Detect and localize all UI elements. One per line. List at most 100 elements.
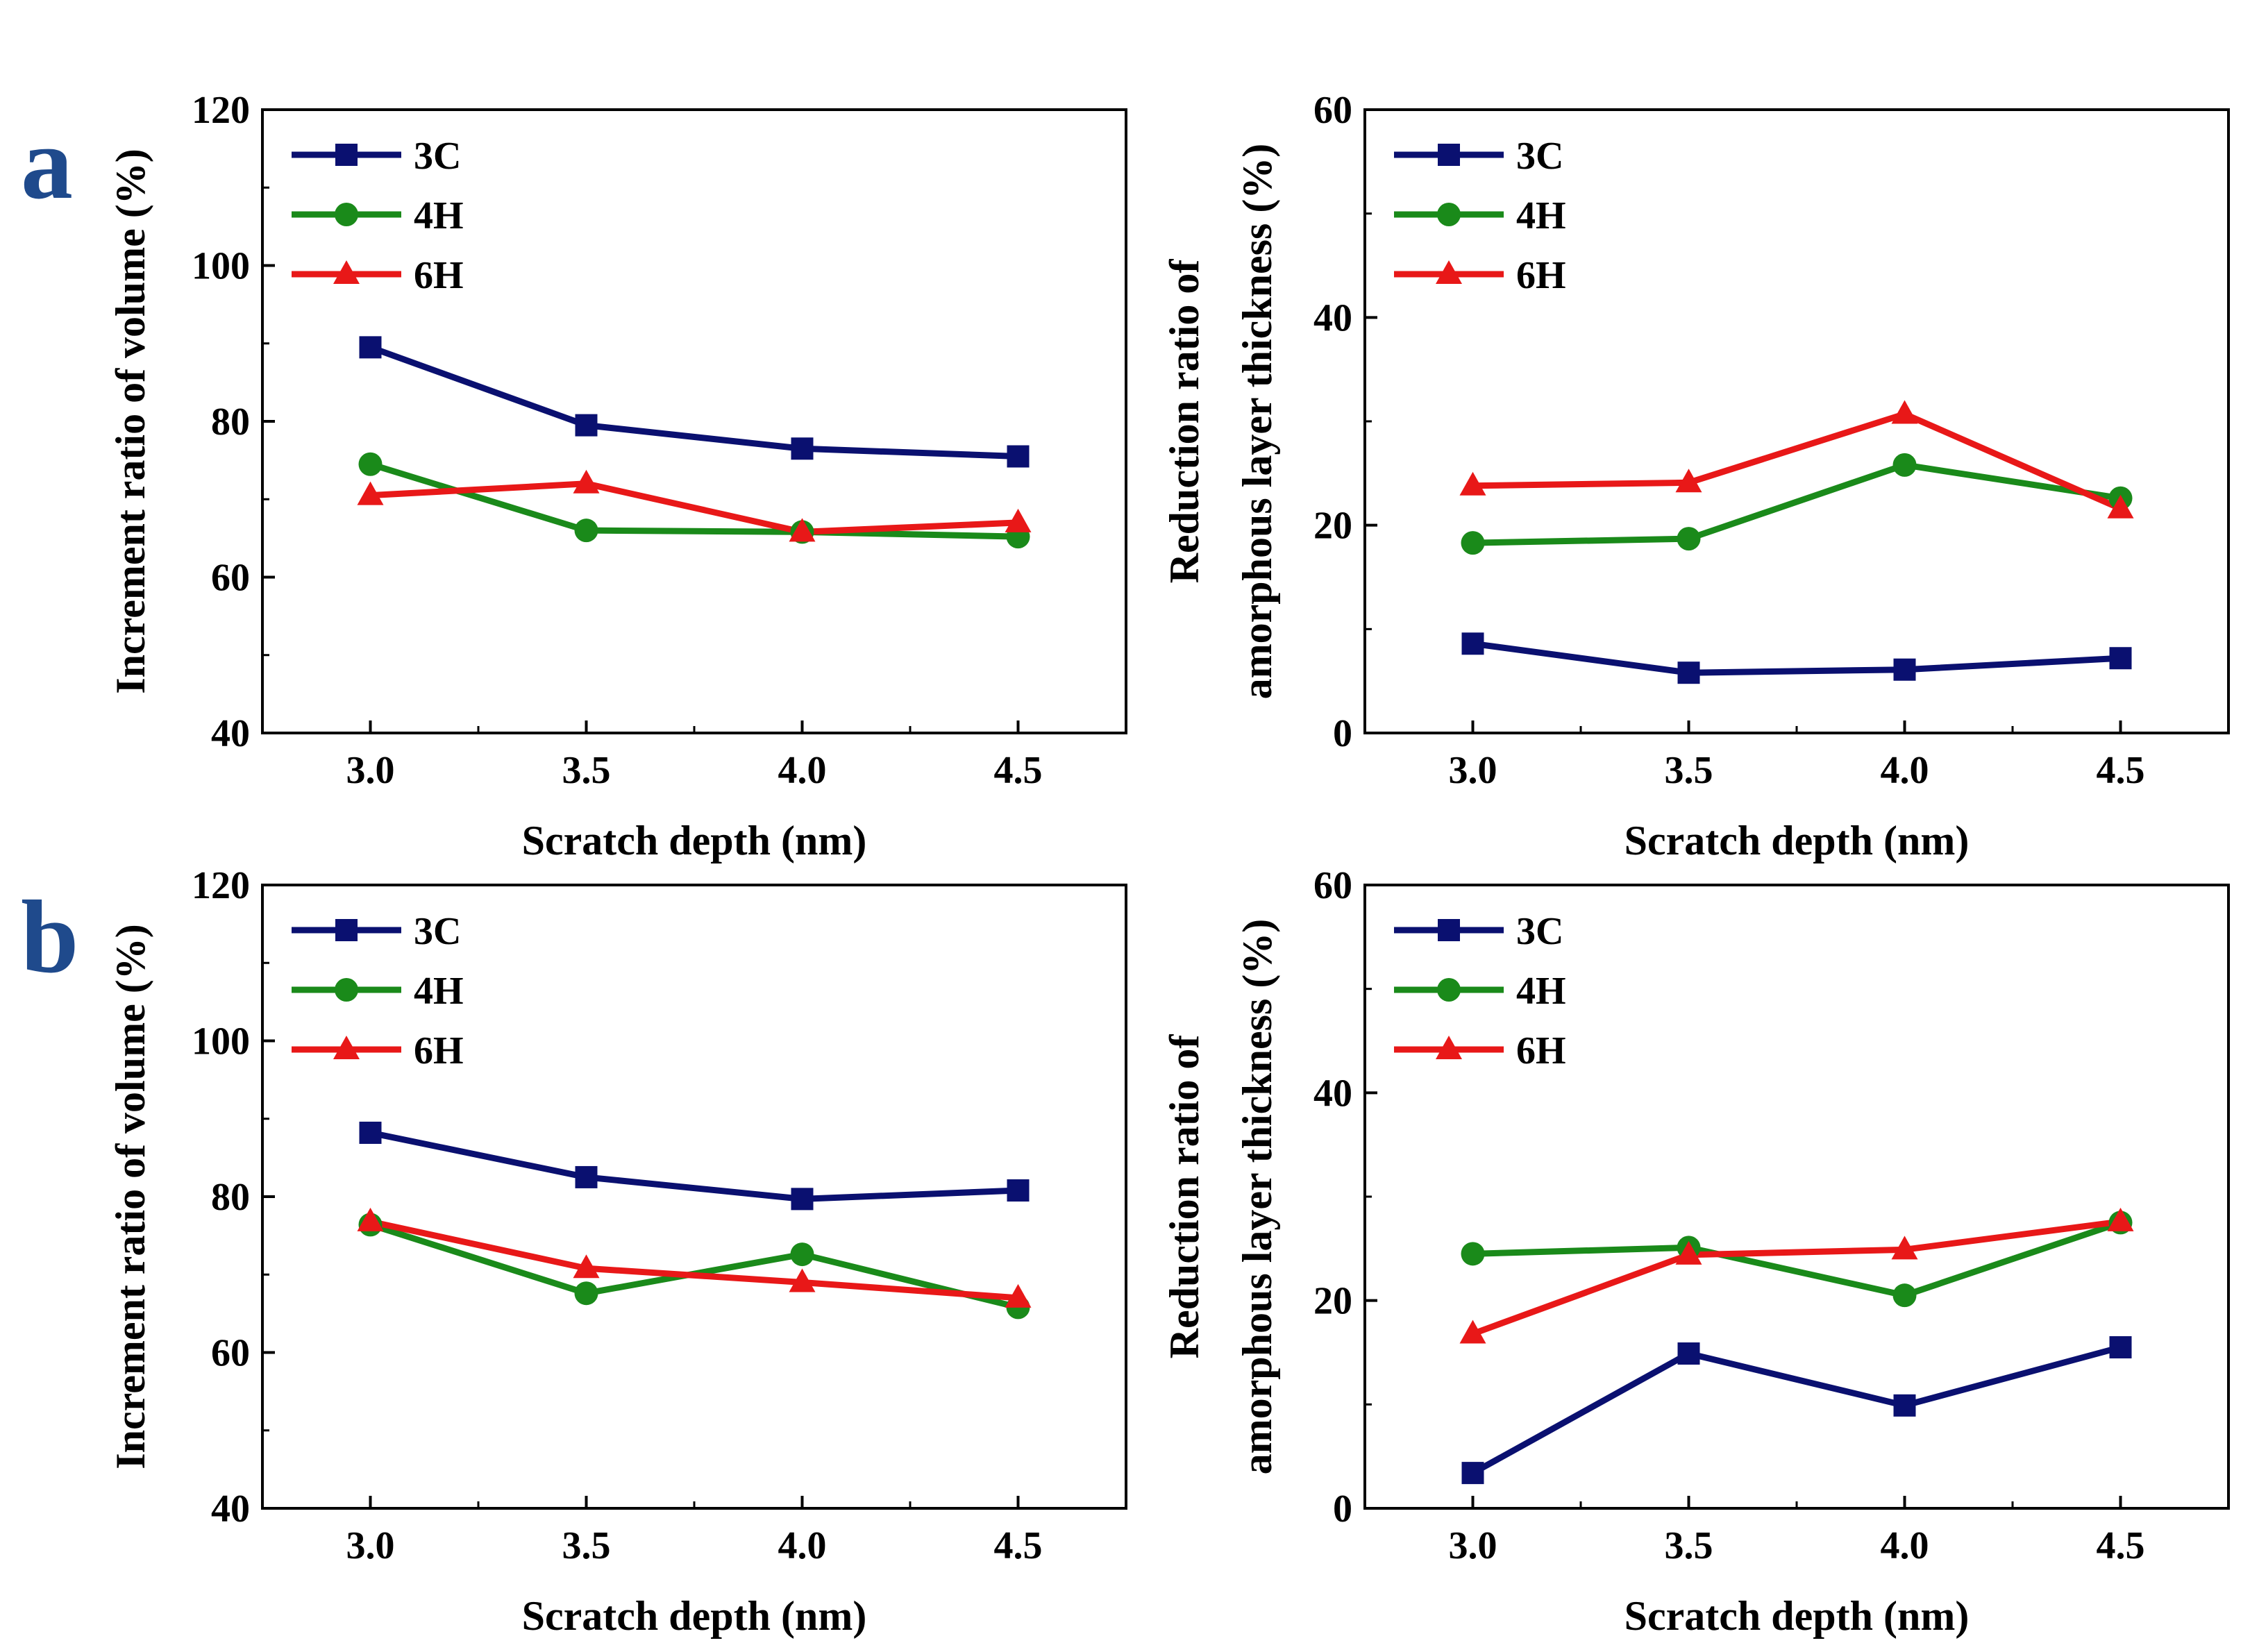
chart-a-left: 3.0 3.5 4.0 4.5 40 60 80 100 120 Scratch depth (n… (108, 89, 1127, 863)
y-axis-title: Reduction ratio of (1161, 1034, 1207, 1359)
data-point-3C (2109, 647, 2132, 670)
x-tick-label: 4.5 (2097, 1524, 2145, 1567)
x-tick-label: 4.0 (778, 1524, 827, 1567)
y-tick-label: 80 (211, 401, 250, 444)
data-point-4H (1892, 1283, 1917, 1308)
x-tick-label: 3.5 (562, 1524, 611, 1567)
data-point-6H (357, 1207, 384, 1231)
legend-marker-4H (1437, 978, 1461, 1002)
y-axis-title: Increment ratio of volume (%) (108, 149, 153, 693)
plot-frame (261, 884, 1127, 1510)
data-point-6H (1005, 508, 1032, 532)
series-line-4H (1472, 1220, 2122, 1299)
plot-frame (1363, 884, 2230, 1510)
data-point-6H (1891, 1236, 1918, 1260)
y-tick-label: 120 (192, 89, 250, 132)
data-point-6H (1891, 400, 1918, 424)
data-point-3C (1677, 1342, 1700, 1365)
legend-label-6H: 6H (414, 254, 464, 297)
y-tick-label: 0 (1333, 1487, 1352, 1531)
data-point-4H (358, 452, 383, 476)
x-tick-label: 3.0 (346, 749, 395, 792)
series-line-6H (1472, 411, 2122, 512)
y-tick-label: 20 (1313, 505, 1352, 548)
legend-marker-4H (335, 978, 358, 1002)
y-tick-label: 0 (1333, 712, 1352, 755)
y-tick-label: 60 (211, 1332, 250, 1375)
data-point-3C (2109, 1336, 2132, 1359)
legend-label-3C: 3C (1516, 910, 1563, 953)
x-tick-label: 3.0 (1449, 1524, 1497, 1567)
data-point-3C (1893, 658, 1916, 681)
data-point-6H (789, 518, 816, 542)
chart-b-left: 3.0 3.5 4.0 4.5 40 60 80 100 120 Scratch depth (n… (108, 864, 1127, 1639)
data-point-3C (575, 414, 598, 437)
x-tick-label: 3.0 (1449, 749, 1497, 792)
x-axis-title: Scratch depth (nm) (522, 818, 867, 863)
x-tick-label: 3.5 (562, 749, 611, 792)
legend: 3C 4H 6H (292, 910, 464, 1072)
x-axis-title: Scratch depth (nm) (1624, 1593, 1970, 1639)
legend-label-4H: 4H (414, 970, 464, 1013)
data-point-4H (1461, 531, 1485, 555)
series-line-6H (370, 480, 1018, 535)
x-tick-label: 4.0 (1881, 1524, 1929, 1567)
x-tick-label: 4.5 (2097, 749, 2145, 792)
legend-label-3C: 3C (414, 910, 461, 953)
series-line-3C (1471, 1344, 2122, 1476)
data-point-3C (359, 1121, 382, 1144)
y-tick-label: 80 (211, 1176, 250, 1219)
y-tick-label: 100 (192, 245, 250, 288)
legend-label-3C: 3C (414, 135, 461, 178)
data-point-6H (573, 1254, 600, 1279)
data-point-6H (2107, 494, 2134, 519)
legend-marker-4H (1437, 203, 1461, 226)
data-point-6H (789, 1268, 816, 1292)
data-point-3C (1893, 1394, 1916, 1417)
data-point-4H (1461, 1242, 1485, 1266)
data-point-6H (1675, 1240, 1702, 1265)
y-axis-title: Increment ratio of volume (%) (108, 924, 153, 1469)
series-line-6H (369, 1218, 1018, 1301)
x-tick-label: 3.5 (1665, 1524, 1713, 1567)
y-tick-label: 40 (211, 712, 250, 755)
legend-label-4H: 4H (414, 194, 464, 237)
y-axis-title: amorphous layer thickness (%) (1234, 919, 1280, 1475)
plot-frame (1363, 108, 2230, 734)
data-point-6H (2107, 1207, 2134, 1231)
data-point-6H (357, 481, 384, 505)
series-line-6H (1471, 1218, 2122, 1337)
panel-label-b: b (21, 879, 78, 995)
x-tick-label: 4.5 (994, 749, 1043, 792)
series-line-4H (369, 1222, 1019, 1310)
x-axis-title: Scratch depth (nm) (1624, 818, 1970, 863)
data-point-4H (790, 1242, 814, 1267)
legend-marker-6H (333, 260, 360, 284)
data-point-3C (1677, 661, 1700, 684)
legend-marker-6H (1436, 1036, 1462, 1059)
data-point-3C (791, 1188, 814, 1211)
legend-label-3C: 3C (1516, 135, 1563, 178)
legend: 3C 4H 6H (1394, 910, 1566, 1072)
legend-marker-3C (1438, 144, 1460, 166)
x-tick-label: 4.0 (778, 749, 827, 792)
data-point-4H (574, 519, 598, 543)
legend-marker-6H (1436, 260, 1462, 284)
y-tick-label: 40 (211, 1487, 250, 1531)
legend-marker-3C (1438, 919, 1460, 941)
y-tick-label: 120 (192, 864, 250, 907)
y-tick-label: 40 (1313, 1072, 1352, 1115)
data-point-4H (574, 1281, 598, 1306)
legend-label-6H: 6H (1516, 254, 1566, 297)
legend-label-4H: 4H (1516, 970, 1566, 1013)
legend-label-4H: 4H (1516, 194, 1566, 237)
y-tick-label: 40 (1313, 296, 1352, 339)
series-line-3C (369, 1129, 1018, 1202)
data-point-6H (1459, 1320, 1486, 1344)
data-point-6H (1459, 471, 1486, 496)
series-line-3C (369, 344, 1018, 460)
y-tick-label: 60 (1313, 89, 1352, 132)
chart-a-right: 3.0 3.5 4.0 4.5 0 20 40 60 Scratch depth (nm) Red… (1161, 89, 2230, 863)
legend-label-6H: 6H (414, 1029, 464, 1072)
legend: 3C 4H 6H (292, 135, 464, 297)
